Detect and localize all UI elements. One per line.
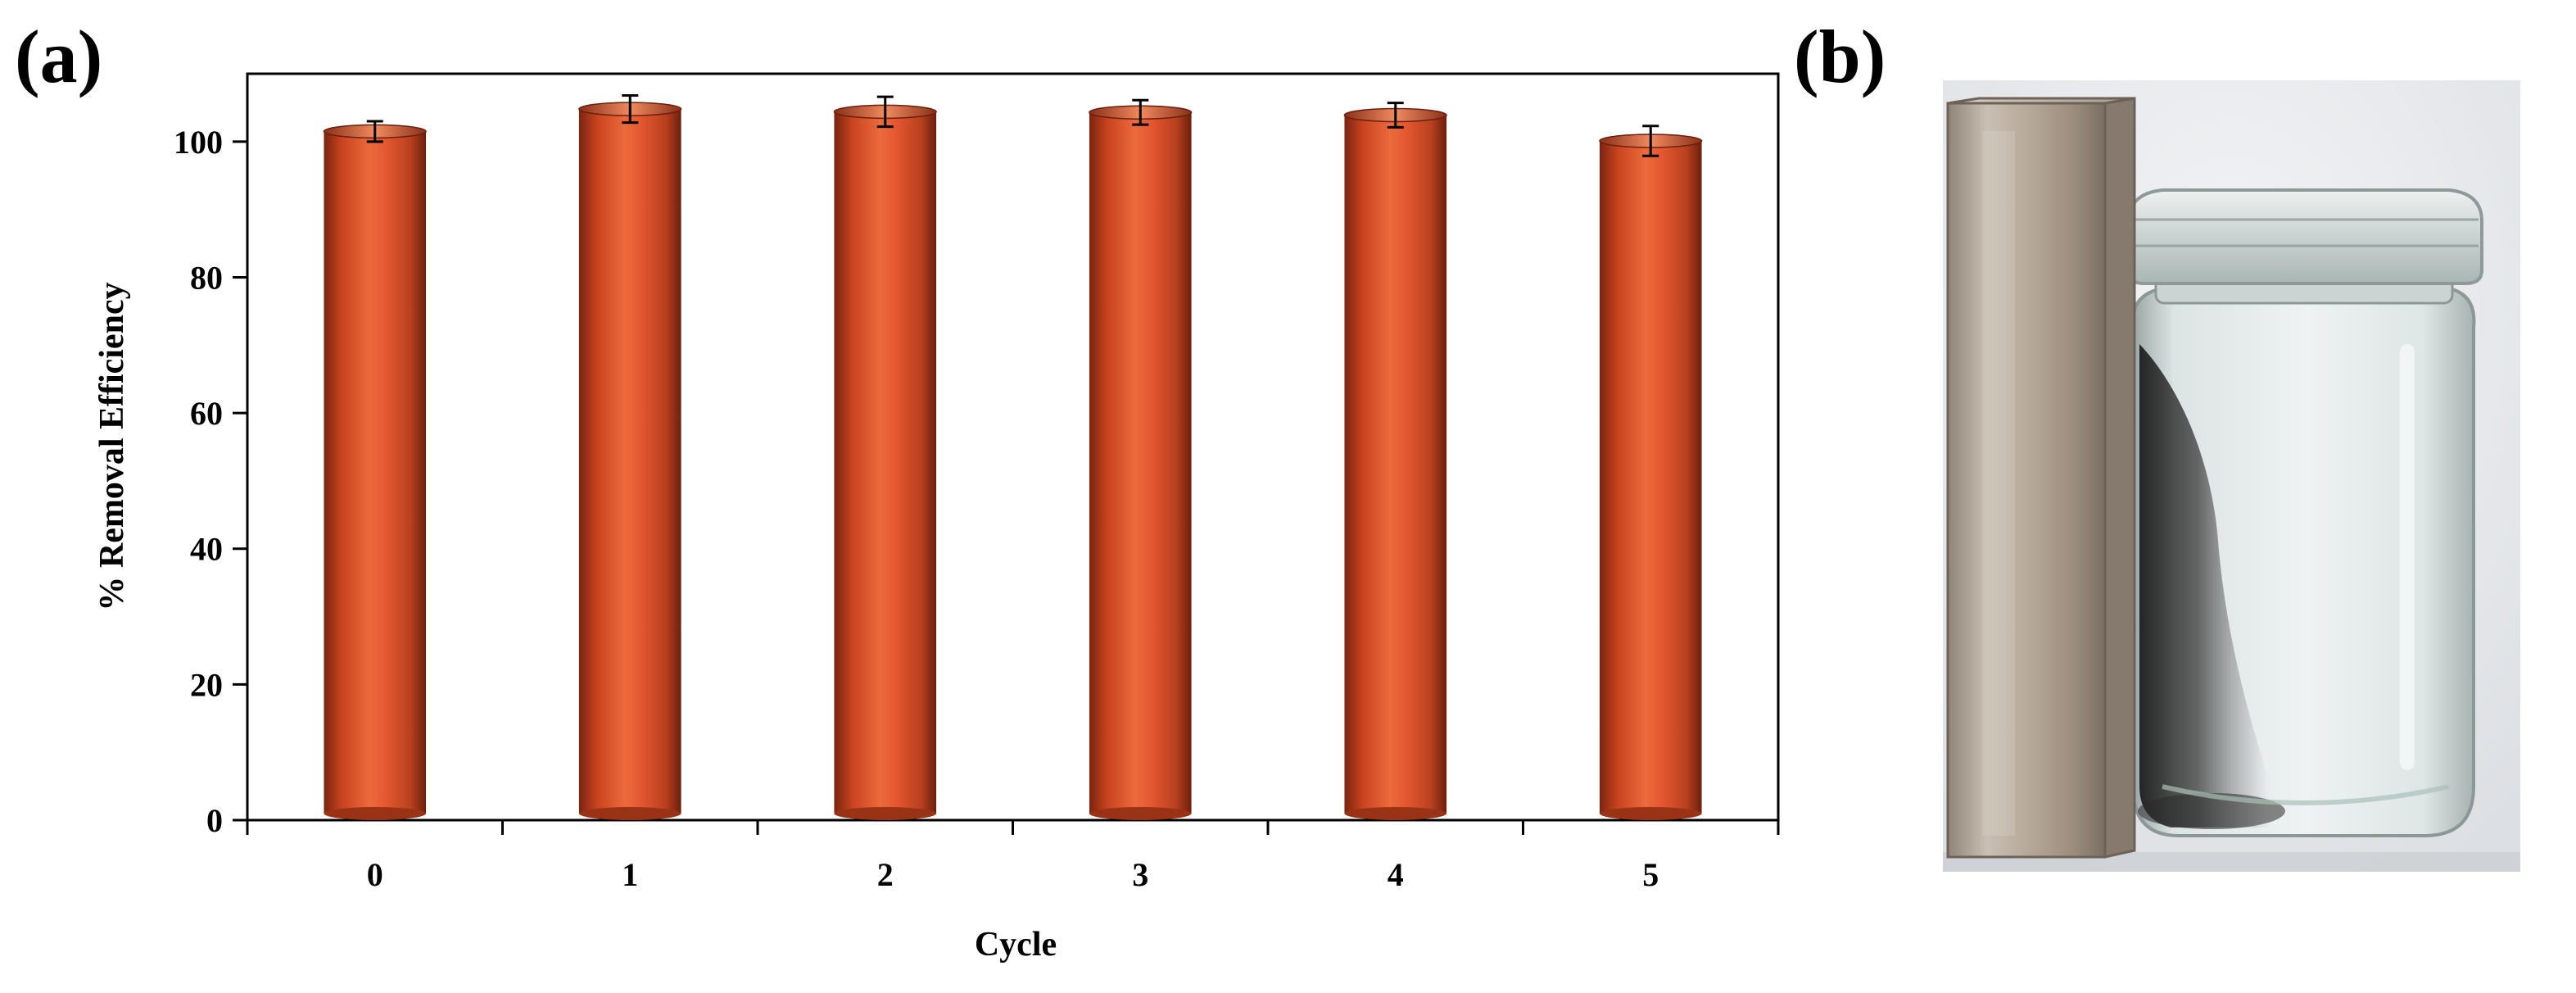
magnetic-particles [2139, 344, 2269, 828]
bar [578, 109, 681, 814]
bar [1599, 140, 1702, 814]
plot-area-frame [246, 72, 1780, 822]
bar [324, 131, 427, 814]
x-tick-label: 0 [367, 856, 383, 893]
jar-lid [2126, 188, 2483, 285]
y-tick-label: 100 [174, 124, 223, 161]
error-bars [366, 94, 1659, 157]
y-tick-label: 80 [190, 259, 223, 296]
y-tick-label: 40 [190, 531, 223, 568]
x-axis: 0 1 2 3 4 5 [246, 820, 1780, 893]
photo-magnet-and-jar [1943, 80, 2520, 872]
y-axis: 0 20 40 60 80 100 [174, 124, 247, 839]
y-tick-label: 0 [206, 802, 223, 839]
bar [834, 111, 937, 814]
x-axis-title: Cycle [975, 926, 1057, 964]
bar-base [324, 807, 427, 820]
bar [1089, 112, 1192, 814]
y-axis-title: % Removal Efficiency [93, 282, 131, 610]
y-tick-label: 20 [190, 666, 223, 703]
panel-b-label: (b) [1794, 15, 1886, 98]
bar-base [1344, 807, 1447, 820]
x-tick-label: 4 [1388, 856, 1404, 893]
bar-chart: 0 20 40 60 80 100 0 1 2 3 4 5 Cycle % Removal Effi… [93, 72, 1780, 964]
bar [1344, 115, 1447, 814]
bar-base [578, 807, 681, 820]
bars [323, 102, 1703, 820]
bar-base [1089, 807, 1192, 820]
magnet-block [1946, 97, 2136, 859]
x-tick-label: 2 [877, 856, 894, 893]
bar-base [834, 807, 937, 820]
panel-a-label: (a) [15, 15, 102, 98]
glass-jar [2126, 188, 2483, 837]
jar-bottom-sediment [2138, 793, 2285, 829]
x-tick-label: 3 [1132, 856, 1148, 893]
bar-base [1599, 807, 1702, 820]
x-tick-label: 5 [1642, 856, 1659, 893]
x-tick-label: 1 [622, 856, 638, 893]
y-tick-label: 60 [190, 395, 223, 432]
